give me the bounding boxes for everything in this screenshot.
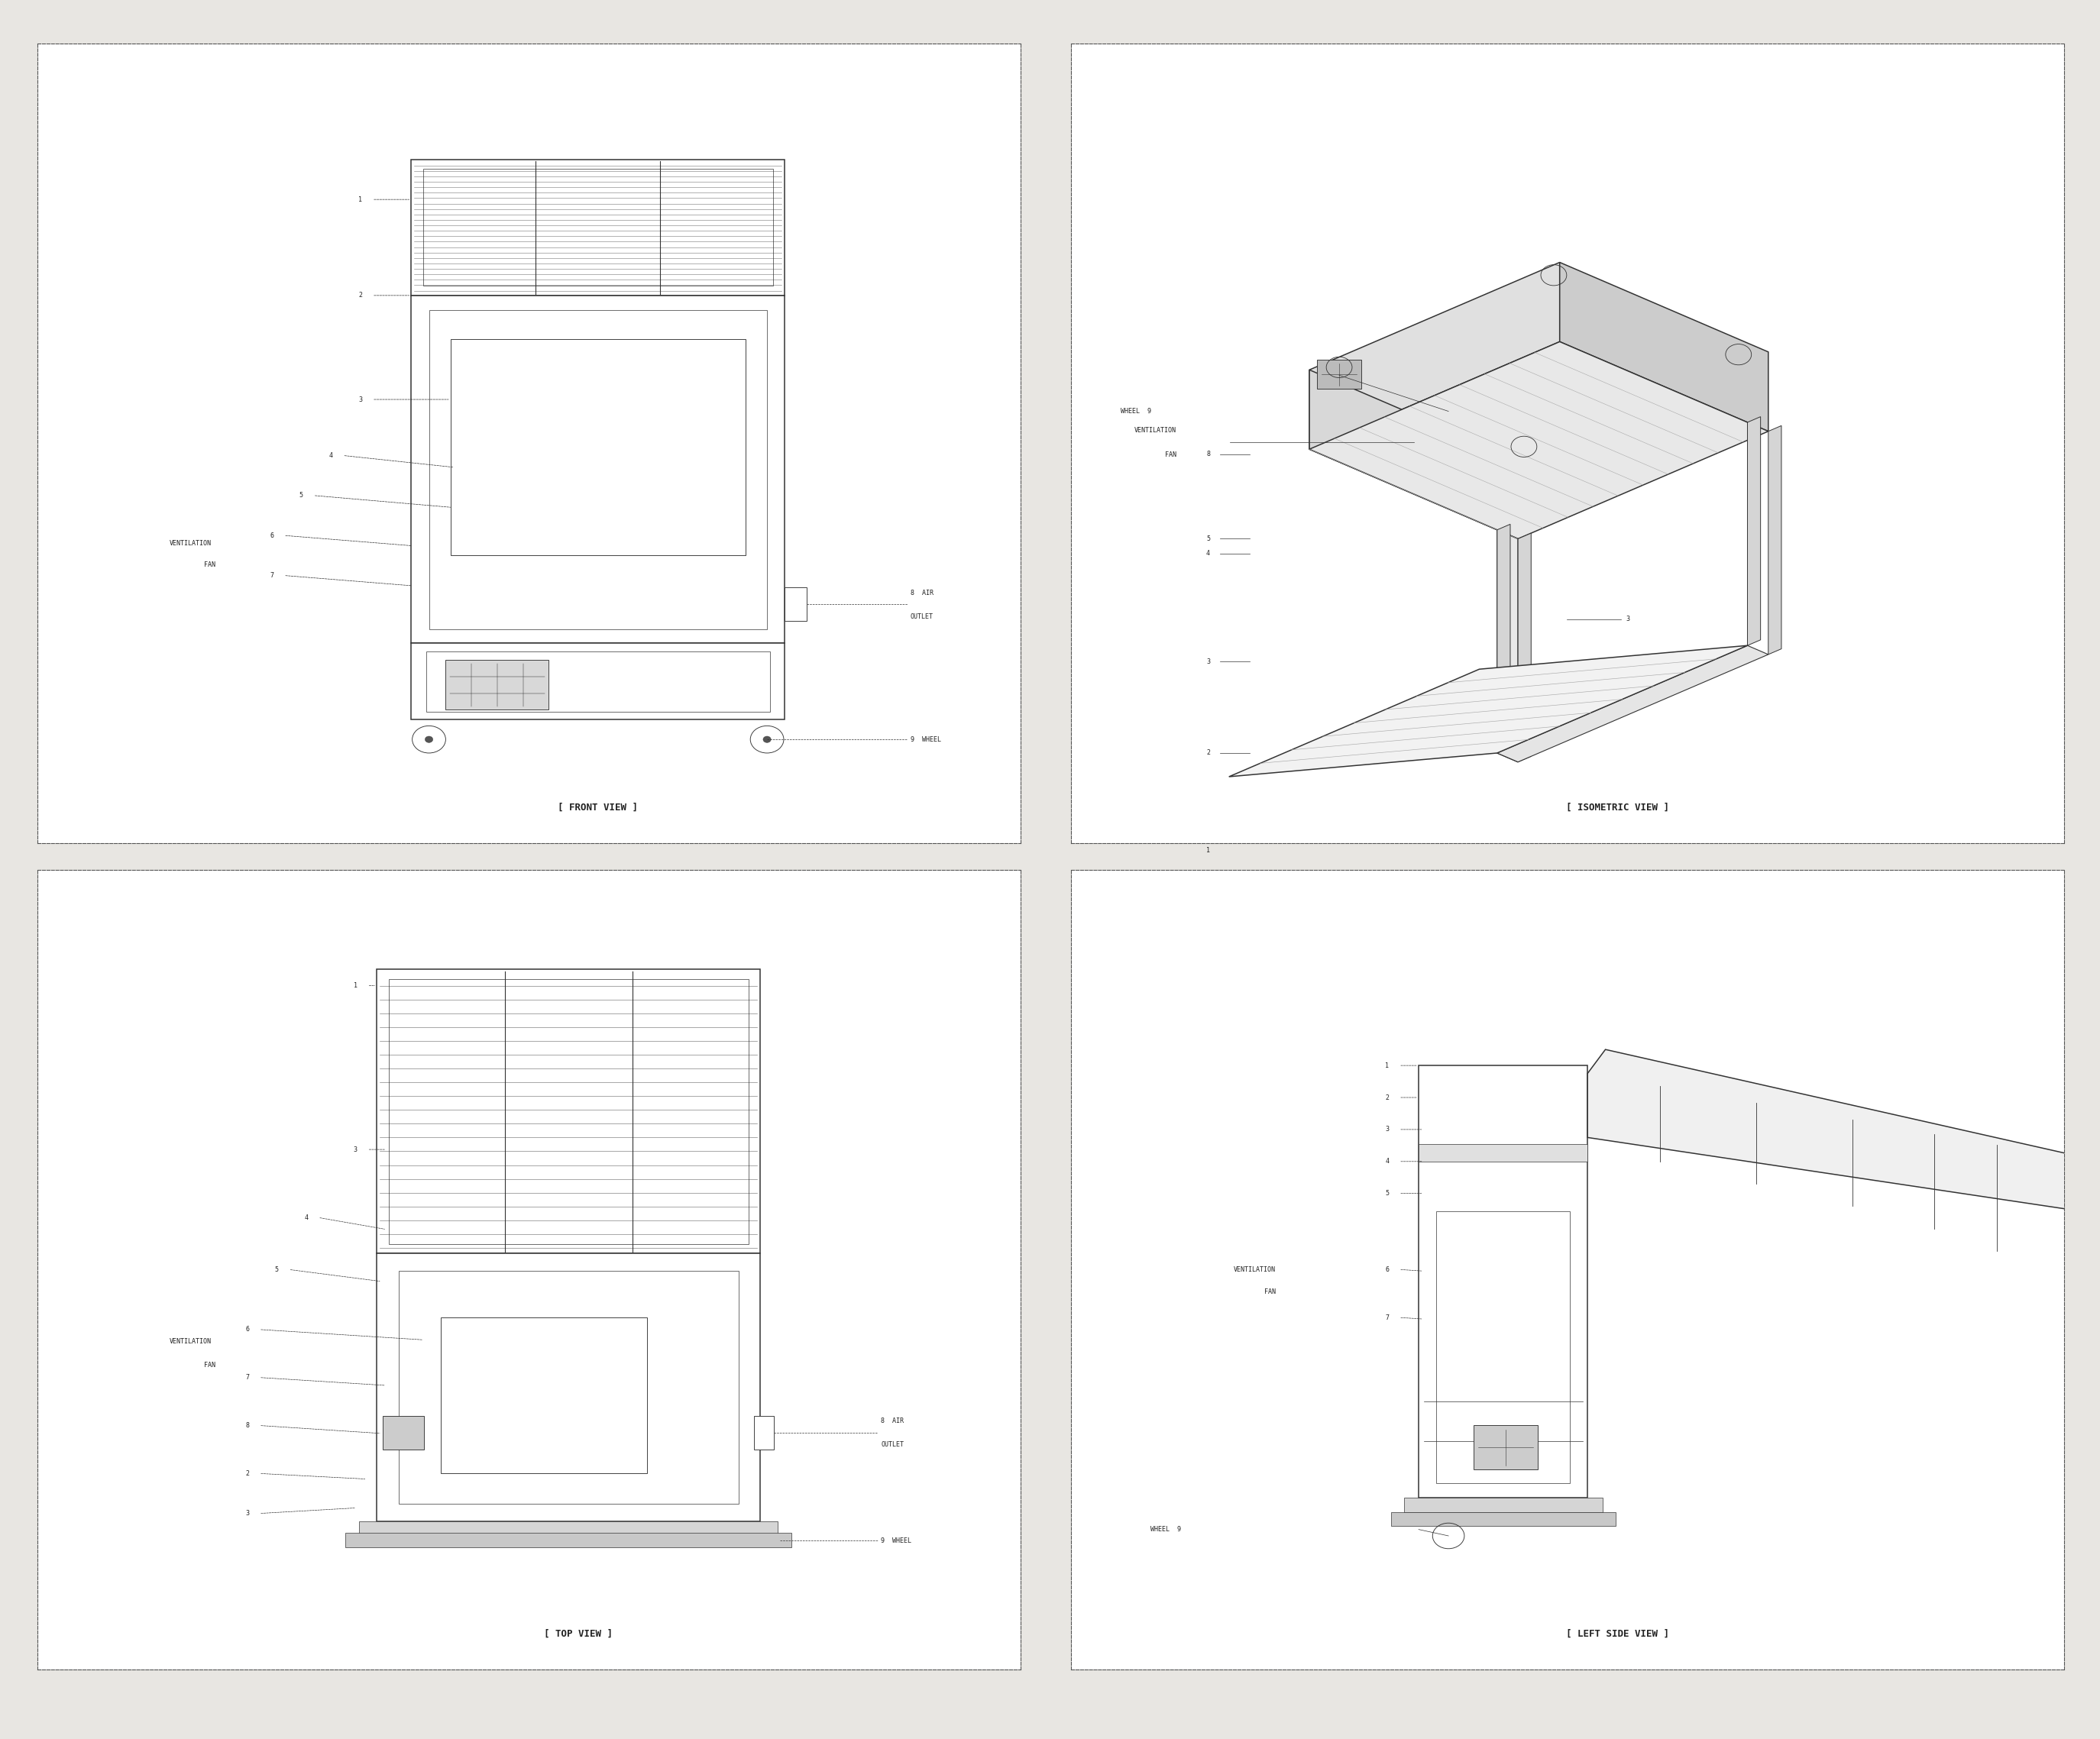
- Polygon shape: [1497, 530, 1518, 762]
- Text: 4: 4: [330, 452, 332, 459]
- Bar: [754, 1416, 775, 1449]
- Bar: [344, 1532, 792, 1548]
- Text: 8: 8: [1205, 450, 1210, 457]
- Bar: [382, 1416, 424, 1449]
- Text: OUTLET: OUTLET: [911, 614, 932, 621]
- Text: FAN: FAN: [1264, 1289, 1275, 1296]
- Bar: [388, 979, 748, 1243]
- Text: 1: 1: [359, 197, 361, 203]
- Polygon shape: [1497, 645, 1768, 762]
- Polygon shape: [1228, 645, 1747, 777]
- Text: 5: 5: [1205, 536, 1210, 543]
- Polygon shape: [1497, 523, 1510, 753]
- Text: 1: 1: [1205, 847, 1210, 854]
- Text: 5: 5: [275, 1266, 279, 1273]
- Text: 6: 6: [271, 532, 273, 539]
- Text: 3: 3: [1625, 616, 1630, 623]
- Text: 2: 2: [246, 1469, 250, 1476]
- Text: 1: 1: [353, 983, 357, 989]
- Text: 4: 4: [304, 1214, 309, 1221]
- Text: 3: 3: [1205, 657, 1210, 664]
- Text: [ FRONT VIEW ]: [ FRONT VIEW ]: [559, 802, 638, 812]
- Polygon shape: [1588, 1049, 2083, 1210]
- Polygon shape: [1310, 341, 1768, 539]
- Text: OUTLET: OUTLET: [882, 1442, 903, 1449]
- Bar: [399, 1271, 739, 1504]
- Text: FAN: FAN: [204, 562, 216, 569]
- Text: [ LEFT SIDE VIEW ]: [ LEFT SIDE VIEW ]: [1567, 1628, 1670, 1638]
- Text: 4: 4: [1386, 1158, 1388, 1165]
- Text: 1: 1: [1386, 1063, 1388, 1069]
- Text: [ ISOMETRIC VIEW ]: [ ISOMETRIC VIEW ]: [1567, 802, 1670, 812]
- Bar: [1436, 1210, 1569, 1483]
- Text: VENTILATION: VENTILATION: [170, 1337, 212, 1344]
- Text: VENTILATION: VENTILATION: [170, 541, 212, 546]
- Bar: [1420, 1066, 1588, 1497]
- Bar: [376, 1254, 760, 1522]
- Text: 2: 2: [359, 292, 361, 299]
- Text: 3: 3: [359, 396, 361, 403]
- Bar: [1317, 360, 1361, 390]
- Bar: [445, 661, 548, 710]
- Text: VENTILATION: VENTILATION: [1235, 1266, 1277, 1273]
- Bar: [1420, 1144, 1588, 1162]
- Text: 3: 3: [353, 1146, 357, 1153]
- Circle shape: [762, 736, 771, 743]
- Text: 4: 4: [1205, 550, 1210, 556]
- Text: 2: 2: [1205, 750, 1210, 756]
- Text: VENTILATION: VENTILATION: [1134, 428, 1176, 433]
- Text: FAN: FAN: [204, 1362, 216, 1369]
- Bar: [422, 169, 773, 285]
- Text: 9  WHEEL: 9 WHEEL: [911, 736, 941, 743]
- Text: 7: 7: [246, 1374, 250, 1381]
- Text: FAN: FAN: [1166, 450, 1176, 457]
- Bar: [412, 643, 785, 720]
- Bar: [452, 339, 746, 555]
- Polygon shape: [1768, 426, 1781, 654]
- Bar: [1390, 1511, 1615, 1527]
- Text: 2: 2: [1386, 1094, 1388, 1101]
- Text: 3: 3: [246, 1509, 250, 1516]
- Circle shape: [424, 736, 433, 743]
- Text: 3: 3: [1386, 1127, 1388, 1132]
- Text: 7: 7: [271, 572, 273, 579]
- Text: 7: 7: [1386, 1315, 1388, 1322]
- Text: 5: 5: [300, 492, 302, 499]
- Bar: [359, 1522, 777, 1534]
- Bar: [412, 296, 785, 643]
- Text: 9  WHEEL: 9 WHEEL: [882, 1537, 911, 1544]
- Text: 5: 5: [1386, 1189, 1388, 1196]
- Text: 8  AIR: 8 AIR: [882, 1417, 903, 1424]
- Text: [ TOP VIEW ]: [ TOP VIEW ]: [544, 1628, 613, 1638]
- Polygon shape: [1747, 417, 1760, 645]
- Text: 6: 6: [1386, 1266, 1388, 1273]
- Text: 6: 6: [246, 1327, 250, 1332]
- Bar: [1474, 1426, 1537, 1469]
- Polygon shape: [1560, 263, 1768, 431]
- Text: WHEEL  9: WHEEL 9: [1151, 1527, 1180, 1532]
- Bar: [426, 652, 771, 711]
- Bar: [428, 310, 766, 630]
- Bar: [441, 1318, 647, 1473]
- Text: 8: 8: [246, 1423, 250, 1429]
- Bar: [376, 969, 760, 1254]
- Polygon shape: [1310, 263, 1560, 449]
- Polygon shape: [1310, 370, 1518, 539]
- Text: 8  AIR: 8 AIR: [911, 590, 932, 596]
- Polygon shape: [1518, 534, 1531, 762]
- Bar: [785, 588, 806, 621]
- Bar: [1403, 1497, 1602, 1511]
- Bar: [412, 160, 785, 296]
- Text: WHEEL  9: WHEEL 9: [1121, 409, 1151, 414]
